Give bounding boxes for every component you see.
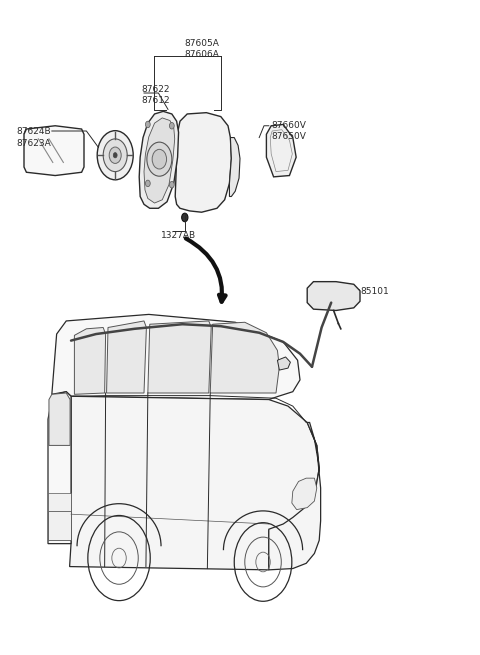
Polygon shape	[307, 282, 360, 310]
Text: 87660V
87650V: 87660V 87650V	[271, 121, 306, 141]
Ellipse shape	[109, 147, 121, 164]
Polygon shape	[144, 118, 175, 203]
Polygon shape	[148, 321, 211, 393]
Ellipse shape	[147, 142, 172, 176]
Ellipse shape	[169, 181, 174, 188]
Text: 87605A
87606A: 87605A 87606A	[185, 39, 220, 59]
Ellipse shape	[152, 149, 167, 169]
Polygon shape	[48, 392, 71, 544]
Polygon shape	[52, 314, 300, 400]
Ellipse shape	[97, 131, 133, 180]
Text: 85101: 85101	[360, 287, 389, 296]
Ellipse shape	[145, 180, 150, 187]
Polygon shape	[266, 124, 296, 177]
Polygon shape	[48, 511, 71, 540]
Text: 87622
87612: 87622 87612	[142, 85, 170, 105]
Polygon shape	[139, 111, 179, 208]
Polygon shape	[210, 322, 279, 393]
Polygon shape	[229, 138, 240, 196]
Polygon shape	[24, 126, 84, 176]
Polygon shape	[107, 321, 146, 393]
Polygon shape	[70, 396, 319, 570]
Text: 87624B
87623A: 87624B 87623A	[17, 128, 51, 147]
Ellipse shape	[113, 153, 117, 158]
Polygon shape	[175, 113, 231, 212]
Polygon shape	[292, 478, 317, 510]
Polygon shape	[277, 357, 290, 370]
Bar	[48, 493, 71, 511]
Ellipse shape	[103, 139, 127, 172]
Polygon shape	[74, 328, 106, 394]
Ellipse shape	[181, 213, 188, 221]
Text: 1327AB: 1327AB	[161, 231, 196, 240]
Ellipse shape	[145, 121, 150, 128]
Polygon shape	[49, 393, 70, 445]
Polygon shape	[269, 422, 321, 570]
Ellipse shape	[169, 122, 174, 129]
